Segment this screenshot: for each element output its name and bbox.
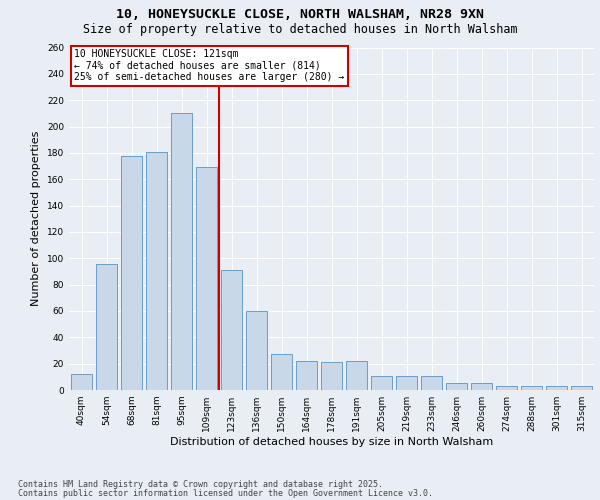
- Bar: [296, 361, 317, 390]
- Bar: [271, 354, 292, 390]
- Bar: [546, 386, 567, 390]
- Y-axis label: Number of detached properties: Number of detached properties: [31, 131, 41, 306]
- Bar: [246, 311, 267, 390]
- Bar: [346, 361, 367, 390]
- Text: 10 HONEYSUCKLE CLOSE: 121sqm
← 74% of detached houses are smaller (814)
25% of s: 10 HONEYSUCKLE CLOSE: 121sqm ← 74% of de…: [74, 49, 344, 82]
- Bar: [71, 374, 92, 390]
- Bar: [571, 386, 592, 390]
- Bar: [421, 376, 442, 390]
- Bar: [371, 376, 392, 390]
- Bar: [171, 114, 192, 390]
- Text: 10, HONEYSUCKLE CLOSE, NORTH WALSHAM, NR28 9XN: 10, HONEYSUCKLE CLOSE, NORTH WALSHAM, NR…: [116, 8, 484, 20]
- Bar: [121, 156, 142, 390]
- Text: Size of property relative to detached houses in North Walsham: Size of property relative to detached ho…: [83, 22, 517, 36]
- Bar: [521, 386, 542, 390]
- Bar: [471, 384, 492, 390]
- Bar: [396, 376, 417, 390]
- X-axis label: Distribution of detached houses by size in North Walsham: Distribution of detached houses by size …: [170, 437, 493, 447]
- Text: Contains public sector information licensed under the Open Government Licence v3: Contains public sector information licen…: [18, 489, 433, 498]
- Bar: [446, 384, 467, 390]
- Bar: [321, 362, 342, 390]
- Bar: [96, 264, 117, 390]
- Text: Contains HM Land Registry data © Crown copyright and database right 2025.: Contains HM Land Registry data © Crown c…: [18, 480, 383, 489]
- Bar: [196, 168, 217, 390]
- Bar: [496, 386, 517, 390]
- Bar: [221, 270, 242, 390]
- Bar: [146, 152, 167, 390]
